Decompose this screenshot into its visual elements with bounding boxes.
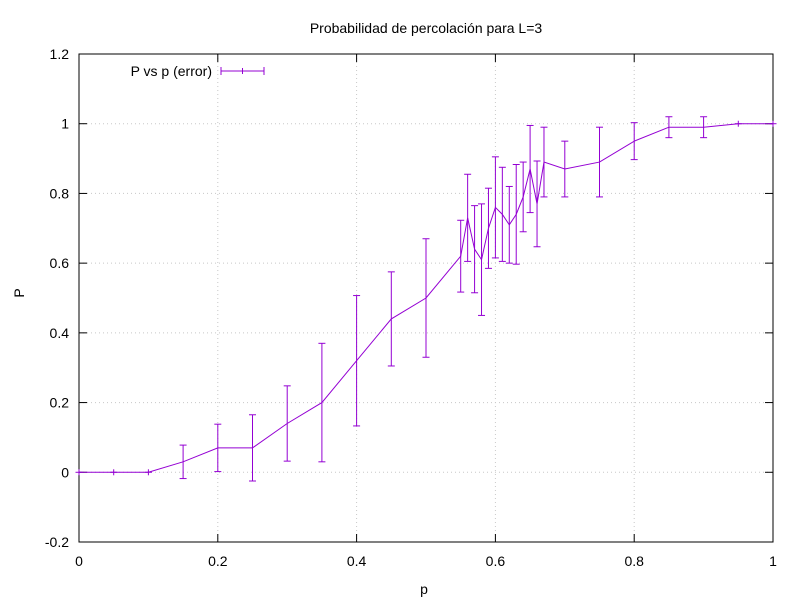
y-tick-label: -0.2 <box>45 534 69 550</box>
data-point <box>505 185 513 264</box>
data-point <box>75 469 83 476</box>
data-point <box>471 205 479 294</box>
data-point <box>533 160 541 248</box>
x-tick-label: 0 <box>75 553 83 569</box>
plot-frame <box>78 53 774 543</box>
data-point <box>179 444 187 480</box>
data-point <box>353 295 361 427</box>
data-point <box>540 126 548 198</box>
chart-title: Probabilidad de percolación para L=3 <box>310 20 543 36</box>
legend-label: P vs p (error) <box>131 63 212 79</box>
legend-sample <box>220 67 265 75</box>
data-point <box>769 120 777 127</box>
y-tick-label: 1.2 <box>50 46 70 62</box>
data-point <box>214 423 222 473</box>
data-point <box>498 166 506 262</box>
data-point <box>665 116 673 139</box>
data-point <box>249 414 256 482</box>
x-tick-label: 1 <box>769 553 777 569</box>
y-axis-label: P <box>11 288 27 297</box>
legend: P vs p (error) <box>131 63 265 79</box>
data-point <box>457 219 465 293</box>
data-point <box>491 156 499 259</box>
data-point <box>318 342 326 463</box>
data-point <box>422 238 430 358</box>
x-tick-label: 0.4 <box>347 553 367 569</box>
series-layer <box>75 116 777 482</box>
y-tick-label: 0 <box>61 464 69 480</box>
y-tick-label: 0.6 <box>50 255 70 271</box>
y-tick-label: 0.4 <box>50 325 70 341</box>
data-point <box>561 140 569 198</box>
data-point <box>596 126 603 198</box>
x-tick-label: 0.2 <box>208 553 228 569</box>
data-point <box>387 271 395 367</box>
data-point <box>630 122 638 161</box>
data-point <box>110 469 118 476</box>
axis-ticks: -0.2 0 0.2 0.4 0.6 0.8 1 1.2 0 0.2 0.4 0.6 0.8 1 <box>45 46 777 569</box>
data-point <box>144 469 152 476</box>
data-point <box>734 120 742 127</box>
data-point <box>700 116 708 139</box>
data-point <box>464 173 472 262</box>
data-point <box>519 161 527 233</box>
x-tick-label: 0.6 <box>486 553 506 569</box>
data-point <box>526 124 534 214</box>
y-tick-label: 1 <box>61 116 69 132</box>
data-point <box>478 203 486 316</box>
y-tick-label: 0.2 <box>50 395 70 411</box>
x-axis-label: p <box>420 581 428 597</box>
data-point <box>484 187 492 269</box>
data-point <box>283 385 291 462</box>
data-point <box>512 163 520 265</box>
x-tick-label: 0.8 <box>624 553 644 569</box>
y-tick-label: 0.8 <box>50 185 70 201</box>
